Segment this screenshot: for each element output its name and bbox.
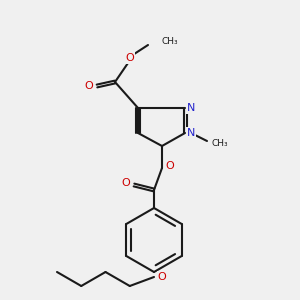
Text: O: O (126, 53, 134, 63)
Text: O: O (166, 161, 174, 171)
Text: O: O (122, 178, 130, 188)
Text: CH₃: CH₃ (212, 139, 228, 148)
Text: O: O (158, 272, 166, 282)
Text: O: O (85, 81, 93, 91)
Text: N: N (187, 128, 195, 138)
Text: CH₃: CH₃ (161, 38, 178, 46)
Text: N: N (187, 103, 195, 113)
